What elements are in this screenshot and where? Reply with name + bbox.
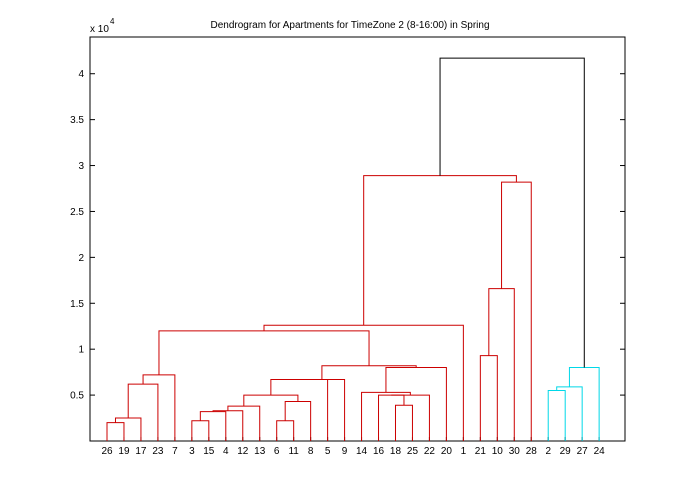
leaf-label: 24	[594, 446, 606, 457]
leaf-label: 15	[203, 446, 215, 457]
dendrogram-link-d	[142, 374, 176, 441]
leaf-label: 29	[560, 446, 572, 457]
leaf-label: 21	[475, 446, 487, 457]
y-multiplier-label: x 10	[90, 24, 109, 35]
dendrogram-links	[106, 57, 600, 441]
dendrogram-link-cc	[439, 57, 585, 368]
leaf-label: 23	[152, 446, 164, 457]
leaf-label: 3	[189, 446, 195, 457]
leaf-label: 6	[274, 446, 280, 457]
dendrogram-link-p	[391, 394, 430, 441]
leaf-label: 14	[356, 446, 368, 457]
leaf-label: 10	[492, 446, 504, 457]
y-tick-label: 3	[78, 161, 84, 172]
dendrogram-link-w	[488, 288, 515, 441]
leaf-label: 17	[135, 446, 147, 457]
leaf-label: 2	[545, 446, 551, 457]
leaf-label: 4	[223, 446, 229, 457]
leaf-label: 22	[424, 446, 436, 457]
leaf-label: 26	[101, 446, 113, 457]
dendrogram-link-m	[299, 378, 346, 441]
y-tick-label: 4	[78, 69, 84, 80]
y-tick-label: 1	[78, 345, 84, 356]
leaf-label: 19	[118, 446, 130, 457]
dendrogram-link-k	[243, 394, 299, 407]
y-axis: 0.5 1 1.5 2 2.5 3 3.5 4	[70, 69, 625, 402]
plot-area-frame	[89, 36, 626, 442]
leaf-label: 18	[390, 446, 402, 457]
dendrogram-link-c	[127, 383, 159, 441]
leaf-label: 28	[526, 446, 538, 457]
leaf-label: 20	[441, 446, 453, 457]
y-tick-label: 2	[78, 253, 84, 264]
y-tick-label: 3.5	[70, 115, 84, 126]
leaf-label: 5	[325, 446, 331, 457]
chart-title: Dendrogram for Apartments for TimeZone 2…	[210, 20, 489, 31]
leaf-label: 27	[577, 446, 589, 457]
y-multiplier-exponent: 4	[110, 17, 115, 26]
leaf-label: 16	[373, 446, 385, 457]
leaf-label: 12	[237, 446, 249, 457]
y-tick-label: 1.5	[70, 299, 84, 310]
leaf-label: 11	[288, 446, 299, 457]
leaf-label: 30	[509, 446, 521, 457]
dendrogram-link-x	[501, 181, 532, 441]
leaf-label: 1	[461, 446, 467, 457]
leaf-label: 9	[342, 446, 348, 457]
y-tick-label: 2.5	[70, 207, 84, 218]
leaf-label: 7	[172, 446, 178, 457]
leaf-label: 8	[308, 446, 314, 457]
y-tick-label: 0.5	[70, 391, 84, 402]
leaf-label: 13	[254, 446, 266, 457]
leaf-label: 25	[407, 446, 419, 457]
dendrogram-link-n	[394, 404, 413, 441]
